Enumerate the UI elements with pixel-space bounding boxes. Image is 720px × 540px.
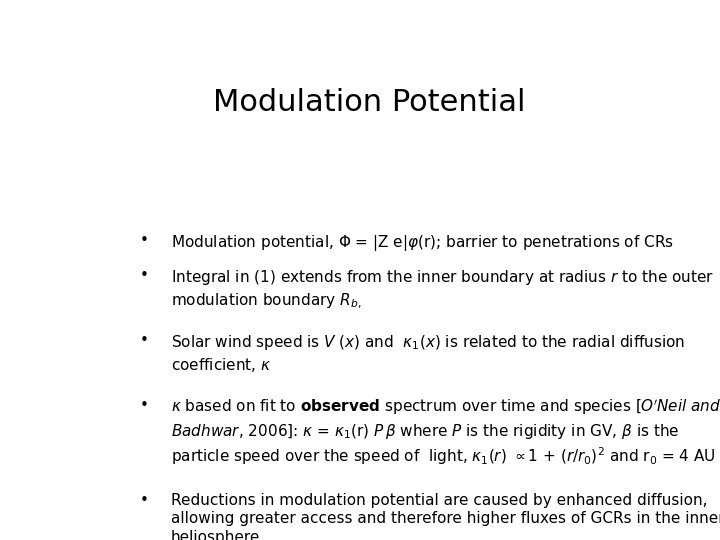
Text: Integral in (1) extends from the inner boundary at radius $r$ to the outer
modul: Integral in (1) extends from the inner b… xyxy=(171,268,714,310)
Text: $\kappa$ based on fit to $\mathbf{observed}$ spectrum over time and species [$\i: $\kappa$ based on fit to $\mathbf{observ… xyxy=(171,398,720,467)
Text: •: • xyxy=(140,333,149,348)
Text: Modulation Potential: Modulation Potential xyxy=(212,87,526,117)
Text: Reductions in modulation potential are caused by enhanced diffusion,
allowing gr: Reductions in modulation potential are c… xyxy=(171,492,720,540)
Text: Solar wind speed is $V$ $(x)$ and  $\kappa_{1}$$(x)$ is related to the radial di: Solar wind speed is $V$ $(x)$ and $\kapp… xyxy=(171,333,685,374)
Text: •: • xyxy=(140,233,149,248)
Text: •: • xyxy=(140,268,149,283)
Text: •: • xyxy=(140,398,149,413)
Text: Modulation potential, $\Phi$ = |Z e|$\varphi$(r); barrier to penetrations of CRs: Modulation potential, $\Phi$ = |Z e|$\va… xyxy=(171,233,674,253)
Text: •: • xyxy=(140,492,149,508)
